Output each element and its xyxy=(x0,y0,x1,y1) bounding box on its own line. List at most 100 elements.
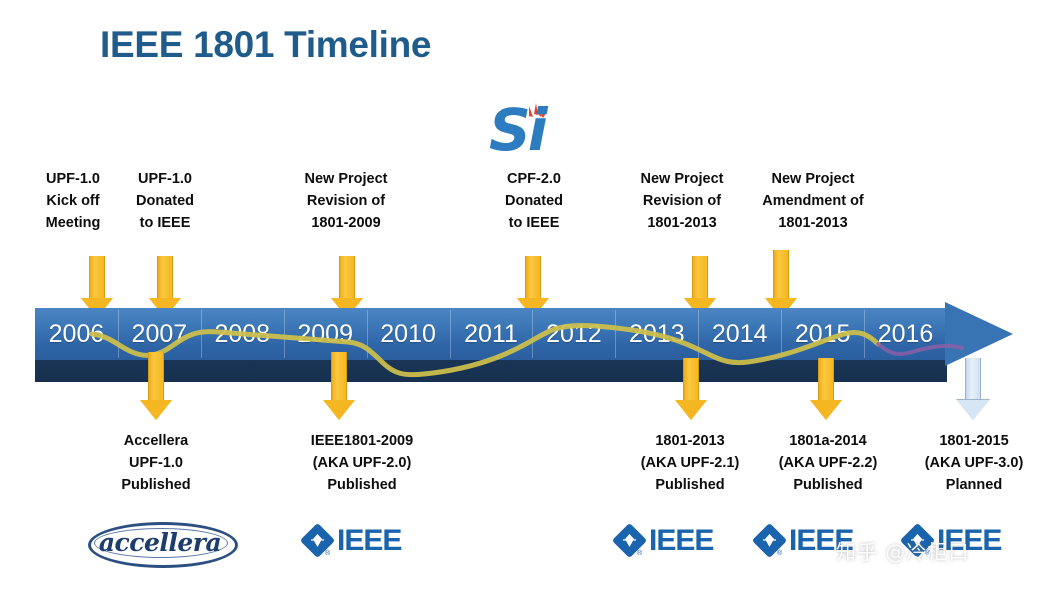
event-marker-bottom-2015 xyxy=(955,358,991,420)
timeline-year-2006: 2006 xyxy=(48,320,105,348)
timeline-year-2010: 2010 xyxy=(380,320,436,348)
si-logo-sparks xyxy=(529,103,548,118)
event-label-bottom-2-line2: (AKA UPF-2.0) xyxy=(312,455,412,471)
arrow-shaft xyxy=(339,256,355,302)
arrow-shaft xyxy=(773,250,789,302)
event-label-top-3-line2: Revision of xyxy=(306,193,386,209)
event-label-bottom-2-line3: Published xyxy=(327,477,397,493)
timeline-year-2007: 2007 xyxy=(131,320,188,348)
ieee-logo-2015: ® IEEE xyxy=(899,522,1025,560)
event-label-bottom-4-line2: (AKA UPF-2.2) xyxy=(778,455,878,471)
arrow-shaft xyxy=(525,256,541,302)
ieee-logo-text: IEEE xyxy=(337,524,402,557)
accellera-logo-ring xyxy=(88,522,238,568)
arrow-shaft xyxy=(692,256,708,302)
event-label-bottom-1: Accellera UPF-1.0 Published xyxy=(90,430,222,496)
accellera-logo-text: accellera xyxy=(98,528,222,557)
event-label-bottom-3-line3: Published xyxy=(655,477,725,493)
ieee-registered-mark: ® xyxy=(925,550,931,557)
event-marker-bottom-2009 xyxy=(322,352,356,420)
event-label-bottom-2-line1: IEEE1801-2009 xyxy=(310,433,414,449)
event-label-top-6: New Project Amendment of 1801-2013 xyxy=(745,168,881,234)
event-label-bottom-3-line2: (AKA UPF-2.1) xyxy=(640,455,740,471)
event-label-top-5: New Project Revision of 1801-2013 xyxy=(614,168,750,234)
ieee-registered-mark: ® xyxy=(325,550,331,557)
event-label-top-1-line3: Meeting xyxy=(45,215,101,231)
event-label-top-1: UPF-1.0 Kick off Meeting xyxy=(18,168,128,234)
arrow-shaft xyxy=(965,358,981,404)
ieee-kite-icon xyxy=(763,534,776,547)
arrow-shaft xyxy=(157,256,173,302)
timeline-bar: 2006 2007 2008 2009 2010 2011 2012 2013 2014 2015… xyxy=(32,302,1014,382)
event-label-top-2-line2: Donated xyxy=(136,193,194,209)
event-label-bottom-1-line3: Published xyxy=(121,477,191,493)
event-label-bottom-5: 1801-2015 (AKA UPF-3.0) Planned xyxy=(898,430,1050,496)
event-label-bottom-5-line1: 1801-2015 xyxy=(939,433,1009,449)
event-label-top-4-line1: CPF-2.0 xyxy=(507,171,561,187)
event-label-top-2: UPF-1.0 Donated to IEEE xyxy=(110,168,220,234)
timeline-year-2009: 2009 xyxy=(297,320,353,348)
timeline-year-2011: 2011 xyxy=(464,320,518,348)
ieee-logo-2014: ® IEEE xyxy=(751,522,877,560)
page-title: IEEE 1801 Timeline xyxy=(100,24,432,65)
event-label-bottom-1-line2: UPF-1.0 xyxy=(129,455,183,471)
timeline-year-2012: 2012 xyxy=(546,320,602,348)
arrow-shaft xyxy=(89,256,105,302)
ieee-kite-icon xyxy=(311,534,324,547)
timeline-year-2008: 2008 xyxy=(214,320,271,348)
arrow-shaft xyxy=(818,358,834,404)
ieee-logo-2013: ® IEEE xyxy=(611,522,737,560)
event-label-top-6-line1: New Project xyxy=(771,171,855,187)
timeline-year-2014: 2014 xyxy=(711,320,768,348)
event-label-bottom-2: IEEE1801-2009 (AKA UPF-2.0) Published xyxy=(282,430,442,496)
arrow-head xyxy=(140,400,172,420)
event-label-top-6-line2: Amendment of xyxy=(762,193,864,209)
accellera-logo: accellera xyxy=(88,518,238,568)
arrow-head xyxy=(675,400,707,420)
arrow-shaft xyxy=(683,358,699,404)
event-label-top-2-line1: UPF-1.0 xyxy=(138,171,192,187)
arrow-shaft xyxy=(331,352,347,404)
ieee-kite-icon xyxy=(623,534,636,547)
timeline-arrowhead xyxy=(945,302,1013,366)
event-label-top-3: New Project Revision of 1801-2009 xyxy=(278,168,414,234)
ieee-logo-2009: ® IEEE xyxy=(299,522,425,560)
event-label-bottom-4: 1801a-2014 (AKA UPF-2.2) Published xyxy=(752,430,904,496)
event-label-top-4-line3: to IEEE xyxy=(508,215,560,231)
ieee-kite-icon xyxy=(911,534,924,547)
timeline-year-2016: 2016 xyxy=(877,320,934,348)
event-label-bottom-5-line3: Planned xyxy=(945,477,1003,493)
si-logo-text: Si xyxy=(489,96,548,164)
event-label-top-3-line1: New Project xyxy=(304,171,388,187)
event-label-top-1-line2: Kick off xyxy=(46,193,100,209)
zhihu-watermark: 知乎 @冷柜口 xyxy=(836,540,970,564)
event-label-bottom-5-line2: (AKA UPF-3.0) xyxy=(924,455,1024,471)
event-label-top-4: CPF-2.0 Donated to IEEE xyxy=(478,168,590,234)
event-label-top-3-line3: 1801-2009 xyxy=(311,215,381,231)
event-label-top-4-line2: Donated xyxy=(505,193,563,209)
event-label-top-1-line1: UPF-1.0 xyxy=(46,171,100,187)
ieee-logo-text: IEEE xyxy=(649,524,714,557)
event-label-bottom-3-line1: 1801-2013 xyxy=(655,433,725,449)
event-label-top-5-line1: New Project xyxy=(640,171,724,187)
event-label-bottom-4-line1: 1801a-2014 xyxy=(789,433,867,449)
timeline-year-2013: 2013 xyxy=(629,320,685,348)
event-label-top-2-line3: to IEEE xyxy=(139,215,191,231)
si-logo: Si xyxy=(489,96,581,164)
event-marker-bottom-2007 xyxy=(139,352,173,420)
arrow-shaft xyxy=(148,352,164,404)
arrow-head xyxy=(957,400,989,420)
event-marker-bottom-2014 xyxy=(809,358,843,420)
event-label-bottom-4-line3: Published xyxy=(793,477,863,493)
ieee-logo-text: IEEE xyxy=(789,524,854,557)
ieee-registered-mark: ® xyxy=(637,550,643,557)
arrow-head xyxy=(810,400,842,420)
event-label-top-5-line3: 1801-2013 xyxy=(647,215,717,231)
ieee-logo-text: IEEE xyxy=(937,524,1002,557)
timeline-year-2015: 2015 xyxy=(794,320,851,348)
event-label-bottom-1-line1: Accellera xyxy=(123,433,189,449)
event-label-top-6-line3: 1801-2013 xyxy=(778,215,848,231)
event-label-top-5-line2: Revision of xyxy=(642,193,722,209)
event-label-bottom-3: 1801-2013 (AKA UPF-2.1) Published xyxy=(614,430,766,496)
